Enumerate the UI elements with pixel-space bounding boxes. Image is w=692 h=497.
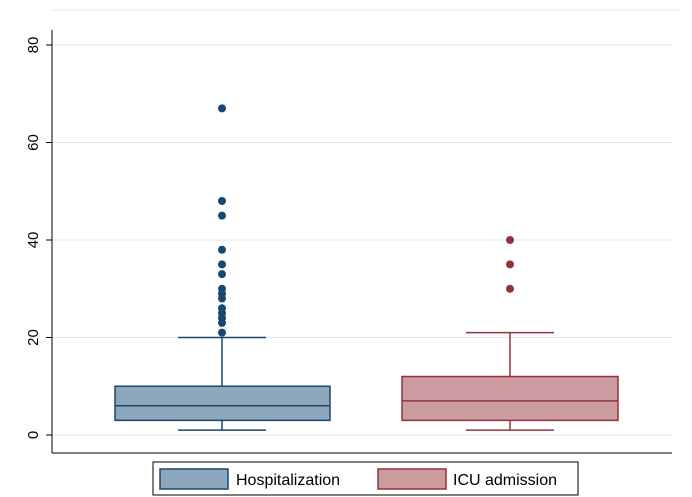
- outlier-point: [218, 304, 226, 313]
- gridlines: [52, 9, 680, 436]
- legend-label: ICU admission: [453, 472, 557, 489]
- iqr-box: [401, 375, 619, 422]
- iqr-box: [114, 385, 331, 422]
- boxplot-hospitalization: [114, 104, 331, 431]
- y-tick-label: 60: [25, 134, 42, 151]
- y-tick-label: 80: [25, 37, 42, 54]
- outlier-point: [218, 104, 226, 113]
- boxplot-icu-admission: [401, 236, 619, 431]
- outlier-point: [506, 260, 514, 269]
- outlier-point: [218, 260, 226, 269]
- outlier-point: [218, 270, 226, 279]
- legend-key: [159, 468, 229, 490]
- outlier-point: [506, 236, 514, 244]
- y-tick-label: 20: [25, 329, 42, 346]
- boxplots: [114, 104, 619, 431]
- outlier-point: [218, 328, 226, 337]
- y-tick-label: 40: [25, 232, 42, 249]
- legend-label: Hospitalization: [236, 472, 340, 489]
- outlier-point: [218, 284, 226, 293]
- outlier-point: [506, 284, 514, 293]
- outlier-point: [218, 245, 226, 254]
- outlier-point: [218, 211, 226, 220]
- legend: Hospitalization ICU admission: [152, 461, 579, 496]
- y-tick-label: 0: [25, 431, 42, 439]
- y-axis: 0 20 40 60 80: [25, 30, 672, 454]
- legend-key: [377, 468, 447, 490]
- outlier-point: [218, 197, 226, 205]
